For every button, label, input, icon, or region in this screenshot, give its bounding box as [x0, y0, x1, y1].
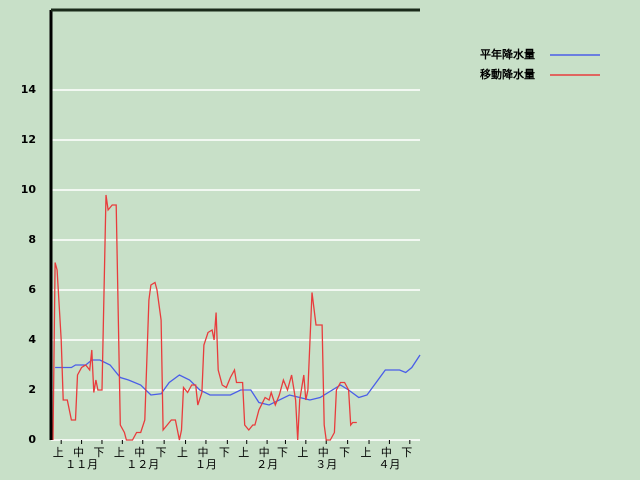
- x-tick-label: 下: [339, 446, 350, 459]
- y-tick-label: 4: [28, 333, 36, 346]
- month-label: ２月: [256, 458, 278, 471]
- y-tick-label: 10: [21, 183, 37, 196]
- month-label: １１月: [65, 458, 98, 471]
- month-label: １２月: [126, 458, 159, 471]
- x-tick-label: 上: [53, 446, 64, 459]
- y-tick-label: 0: [28, 433, 36, 446]
- y-tick-label: 2: [28, 383, 36, 396]
- month-label: ３月: [315, 458, 337, 471]
- x-tick-label: 下: [219, 446, 230, 459]
- x-tick-label: 中: [259, 446, 270, 459]
- month-label: ４月: [378, 458, 400, 471]
- series-line: [55, 354, 421, 406]
- x-tick-label: 上: [361, 446, 372, 459]
- x-tick-label: 下: [277, 446, 288, 459]
- x-tick-label: 下: [401, 446, 412, 459]
- legend-label: 平年降水量: [480, 47, 535, 61]
- x-tick-label: 上: [297, 446, 308, 459]
- x-tick-label: 中: [381, 446, 392, 459]
- x-tick-label: 中: [197, 446, 208, 459]
- x-tick-label: 中: [318, 446, 329, 459]
- y-tick-label: 8: [28, 233, 36, 246]
- month-label: １月: [195, 458, 217, 471]
- series-line: [52, 194, 357, 441]
- x-tick-label: 上: [238, 446, 249, 459]
- x-tick-label: 中: [73, 446, 84, 459]
- x-tick-label: 上: [114, 446, 125, 459]
- y-tick-label: 12: [21, 133, 36, 146]
- x-tick-label: 中: [134, 446, 145, 459]
- y-tick-label: 6: [28, 283, 36, 296]
- x-tick-label: 下: [156, 446, 167, 459]
- y-tick-label: 14: [21, 83, 37, 96]
- legend-label: 移動降水量: [480, 67, 535, 81]
- x-tick-label: 下: [93, 446, 104, 459]
- x-tick-label: 上: [177, 446, 188, 459]
